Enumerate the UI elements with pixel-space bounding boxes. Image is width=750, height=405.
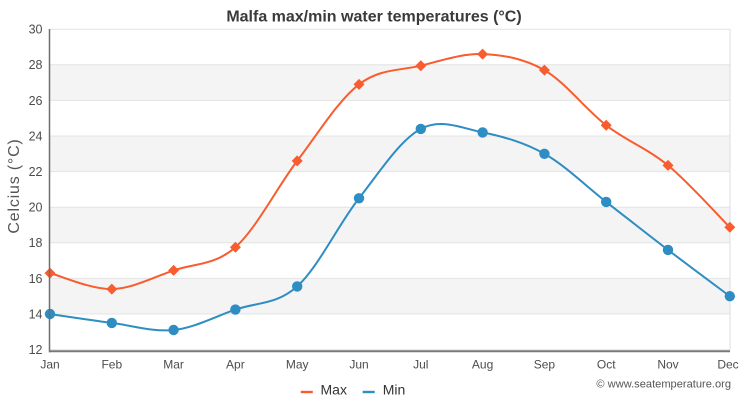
svg-text:16: 16 xyxy=(29,272,43,286)
svg-text:18: 18 xyxy=(29,236,43,250)
svg-text:Min: Min xyxy=(383,382,406,398)
svg-text:Celcius (°C): Celcius (°C) xyxy=(6,138,23,233)
svg-text:28: 28 xyxy=(29,58,43,72)
svg-text:26: 26 xyxy=(29,94,43,108)
svg-text:Apr: Apr xyxy=(226,358,245,372)
svg-text:Nov: Nov xyxy=(657,358,678,372)
svg-text:Jul: Jul xyxy=(413,358,428,372)
svg-text:20: 20 xyxy=(29,201,43,215)
svg-text:Max: Max xyxy=(321,382,347,398)
svg-text:Feb: Feb xyxy=(101,358,122,372)
svg-text:12: 12 xyxy=(29,343,43,357)
svg-text:May: May xyxy=(286,358,309,372)
svg-text:22: 22 xyxy=(29,165,43,179)
svg-text:Jan: Jan xyxy=(40,358,59,372)
svg-text:Sep: Sep xyxy=(534,358,556,372)
svg-text:Jun: Jun xyxy=(349,358,368,372)
svg-text:24: 24 xyxy=(29,129,43,143)
svg-text:© www.seatemperature.org: © www.seatemperature.org xyxy=(596,379,731,391)
svg-text:Oct: Oct xyxy=(597,358,616,372)
svg-text:Dec: Dec xyxy=(717,358,738,372)
svg-text:Malfa max/min water temperatur: Malfa max/min water temperatures (°C) xyxy=(226,9,521,26)
svg-text:Aug: Aug xyxy=(472,358,493,372)
svg-text:Mar: Mar xyxy=(163,358,184,372)
svg-text:30: 30 xyxy=(29,23,43,37)
svg-text:14: 14 xyxy=(29,307,43,321)
